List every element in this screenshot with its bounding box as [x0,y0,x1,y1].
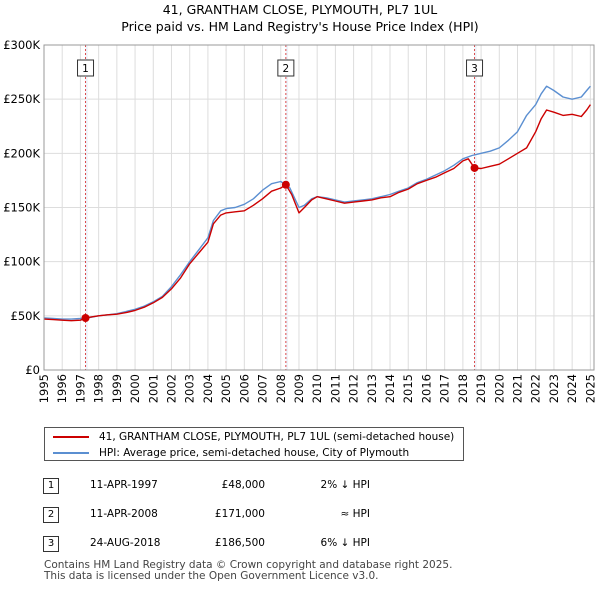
legend-swatch-hpi [53,452,89,454]
footer-copyright: Contains HM Land Registry data © Crown c… [44,559,453,571]
sale-date: 24-AUG-2018 [90,537,161,549]
sale-price: £48,000 [221,479,265,491]
sale-date: 11-APR-1997 [90,479,158,491]
x-tick-label: 2006 [237,374,251,403]
x-tick-label: 2013 [365,374,379,403]
y-tick-label: £250K [3,92,40,106]
x-tick-label: 2015 [401,374,415,403]
series [43,85,591,322]
x-tick-label: 2020 [492,374,506,403]
sale-marker-boxes: 1 2 3 [77,59,484,77]
sale-bands [85,45,477,370]
x-tick-label: 2004 [201,374,215,403]
sale-number-badge: 3 [43,536,59,552]
property-price-line [43,104,591,322]
legend: 41, GRANTHAM CLOSE, PLYMOUTH, PL7 1UL (s… [44,427,464,461]
x-axis: 1995 1996 1997 1998 1999 2000 2001 2002 2003 2004… [37,374,597,403]
sale-point [281,180,290,189]
x-tick-label: 1997 [73,374,87,403]
sale-hpi-comparison: 2% ↓ HPI [320,479,370,491]
y-tick-label: £300K [3,38,40,52]
sale-hpi-comparison: 6% ↓ HPI [320,537,370,549]
y-tick-label: £200K [3,146,40,160]
x-tick-label: 2019 [474,374,488,403]
x-tick-label: 2003 [183,374,197,403]
legend-swatch-property [53,436,89,438]
plot-border [43,44,595,371]
y-tick-label: £100K [3,255,40,269]
x-tick-label: 2001 [146,374,160,403]
sale-row: 1 11-APR-1997 £48,000 2% ↓ HPI [0,475,600,497]
legend-item-property: 41, GRANTHAM CLOSE, PLYMOUTH, PL7 1UL (s… [53,429,454,445]
sale-marker-label: 2 [283,63,290,75]
x-tick-label: 1999 [110,374,124,403]
sale-band [285,45,289,370]
x-tick-label: 2002 [164,374,178,403]
x-tick-label: 2011 [328,374,342,403]
x-tick-label: 2007 [256,374,270,403]
x-tick-label: 2014 [383,374,397,403]
sale-marker-box [77,59,95,77]
x-tick-label: 2016 [419,374,433,403]
x-tick-label: 2024 [565,374,579,403]
sale-band [474,45,477,370]
x-tick-label: 2012 [347,374,361,403]
x-tick-label: 1996 [55,374,69,403]
legend-label-property: 41, GRANTHAM CLOSE, PLYMOUTH, PL7 1UL (s… [99,431,455,443]
sale-price: £171,000 [214,508,265,520]
sale-marker-box [277,59,295,77]
sale-marker-box [466,59,484,77]
y-axis: £0 £50K £100K £150K £200K £250K £300K [3,38,40,377]
x-tick-label: 2000 [128,374,142,403]
sale-row: 3 24-AUG-2018 £186,500 6% ↓ HPI [0,533,600,555]
x-tick-label: 2021 [511,374,525,403]
sale-marker-label: 1 [82,63,89,75]
sale-price: £186,500 [214,537,265,549]
sale-marker-label: 3 [471,63,478,75]
x-tick-label: 2009 [292,374,306,403]
sale-number-badge: 2 [43,507,59,523]
footer: Contains HM Land Registry data © Crown c… [44,560,452,582]
footer-licence: This data is licensed under the Open Gov… [44,570,379,582]
x-tick-label: 2010 [310,374,324,403]
chart-title: 41, GRANTHAM CLOSE, PLYMOUTH, PL7 1UL [163,2,438,17]
x-tick-label: 2018 [456,374,470,403]
sale-date: 11-APR-2008 [90,508,158,520]
sale-number-badge: 1 [43,478,59,494]
x-tick-label: 2025 [583,374,597,403]
sale-points [81,163,479,322]
y-tick-label: £150K [3,201,40,215]
x-tick-label: 2005 [219,374,233,403]
sale-row: 2 11-APR-2008 £171,000 ≈ HPI [0,504,600,526]
x-tick-label: 1998 [92,374,106,403]
y-tick-label: £0 [25,363,40,377]
legend-item-hpi: HPI: Average price, semi-detached house,… [53,445,409,461]
legend-label-hpi: HPI: Average price, semi-detached house,… [99,447,410,459]
sale-point [81,314,90,322]
sale-band [85,45,88,370]
x-tick-label: 2023 [547,374,561,403]
x-tick-label: 2022 [529,374,543,403]
sale-point [470,163,479,172]
x-tick-label: 1995 [37,374,51,403]
chart-subtitle: Price paid vs. HM Land Registry's House … [121,19,478,34]
x-tick-label: 2008 [274,374,288,403]
price-chart: 41, GRANTHAM CLOSE, PLYMOUTH, PL7 1UL Pr… [3,2,597,403]
x-tick-label: 2017 [438,374,452,403]
y-tick-label: £50K [11,309,41,323]
sale-hpi-comparison: ≈ HPI [340,508,370,520]
